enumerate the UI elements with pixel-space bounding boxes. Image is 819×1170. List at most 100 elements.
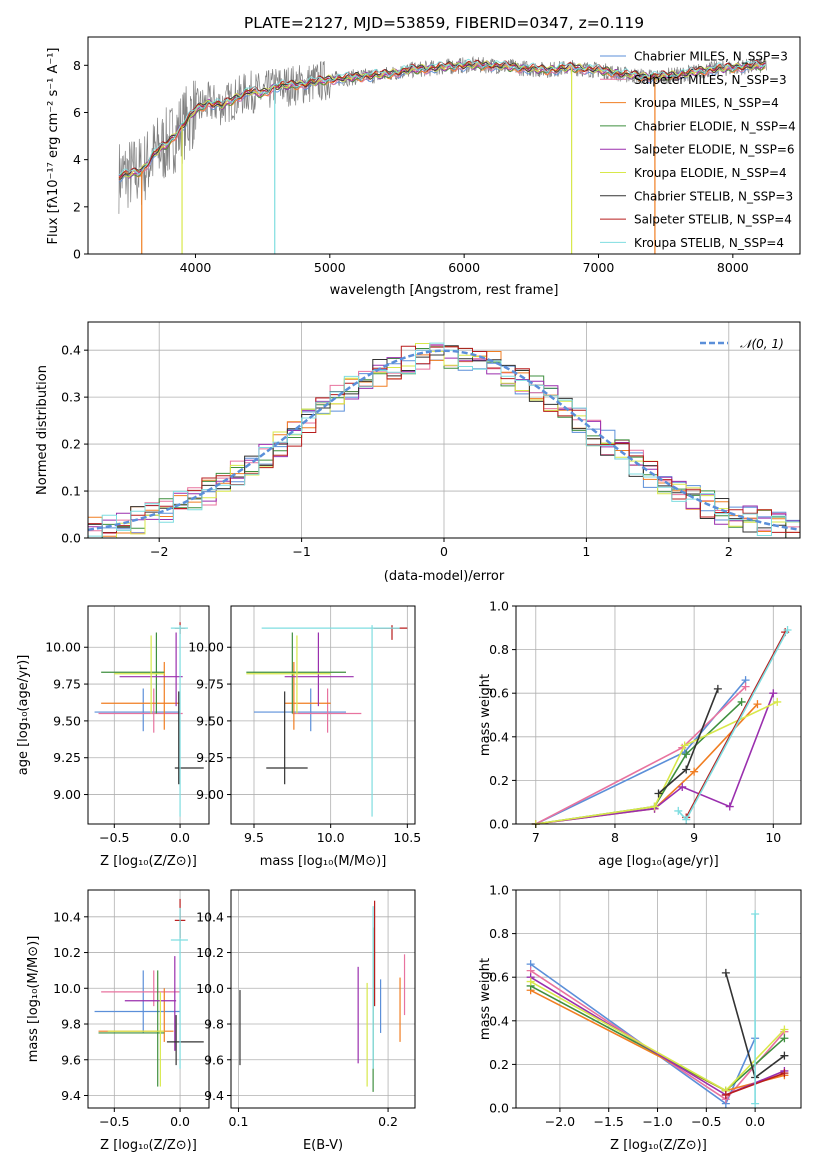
mass-z-ytick-label: 9.6 xyxy=(61,1052,81,1067)
mass-ebv-ytick-label: 10.4 xyxy=(196,909,224,924)
w-z-point-marker xyxy=(780,1034,789,1043)
w-age-point-marker xyxy=(678,782,687,791)
w-z-point-marker xyxy=(780,1051,789,1060)
age-vs-metallicity-panel: −0.5 0.0 9.00 9.25 9.50 9.75 10.00 Z [log₁₀(Z/Z… xyxy=(16,605,210,869)
w-age-point-marker xyxy=(682,750,691,759)
age-z-ticks: −0.5 0.0 9.00 9.25 9.50 9.75 10.00 xyxy=(45,640,190,845)
residuals-ticks: −2 −1 0 1 2 0.0 0.1 0.2 0.3 0.4 xyxy=(61,343,733,559)
residuals-marks xyxy=(87,342,801,539)
w-z-ytick-label: 0.6 xyxy=(489,970,509,985)
w-age-ytick-label: 1.0 xyxy=(489,599,509,614)
age-z-ylabel: age [log₁₀(age/yr)] xyxy=(16,655,31,776)
residuals-xtick-label: 0 xyxy=(440,544,448,559)
w-age-series-line xyxy=(685,631,786,818)
w-z-frame xyxy=(515,889,802,1109)
spectrum-ytick-label: 0 xyxy=(73,247,81,262)
mass-z-ytick-label: 9.8 xyxy=(61,1017,81,1032)
age-mass-xtick-label: 9.5 xyxy=(244,830,264,845)
age-mass-ticks: 9.5 10.0 10.5 9.00 9.25 9.50 9.75 10.00 xyxy=(188,640,421,845)
spectrum-model-line xyxy=(118,61,766,178)
spectrum-xtick-label: 8000 xyxy=(717,260,749,275)
spectrum-title: PLATE=2127, MJD=53859, FIBERID=0347, z=0… xyxy=(244,14,644,32)
mass-ebv-ytick-label: 10.0 xyxy=(196,981,224,996)
w-age-point-marker xyxy=(741,682,750,691)
age-z-marks xyxy=(94,622,204,817)
w-z-series-line xyxy=(530,963,756,1105)
w-z-ytick-label: 1.0 xyxy=(489,883,509,898)
w-age-point-marker xyxy=(682,765,691,774)
w-age-point-marker xyxy=(674,806,683,815)
age-z-xtick-label: −0.5 xyxy=(99,830,129,845)
w-age-point-marker xyxy=(690,767,699,776)
w-z-point-marker xyxy=(780,1069,789,1078)
legend-label: Kroupa ELODIE, N_SSP=4 xyxy=(634,166,787,180)
mass-z-ytick-label: 9.4 xyxy=(61,1088,81,1103)
w-age-xtick-label: 7 xyxy=(532,830,540,845)
legend-label: Kroupa STELIB, N_SSP=4 xyxy=(634,236,784,250)
w-z-xtick-label: −2.0 xyxy=(545,1114,575,1129)
w-age-point-marker xyxy=(783,625,792,634)
residuals-ytick-label: 0.0 xyxy=(61,531,81,546)
w-z-ylabel: mass weight xyxy=(478,958,493,1040)
spectrum-legend: Chabrier MILES, N_SSP=3 Salpeter MILES, N… xyxy=(600,50,796,250)
mass-ebv-xtick-label: 0.2 xyxy=(378,1114,398,1129)
age-mass-ytick-label: 10.00 xyxy=(188,640,224,655)
age-z-xlabel: Z [log₁₀(Z/Z⊙)] xyxy=(100,854,197,869)
gauss-legend-label: 𝒩(0, 1) xyxy=(740,337,784,351)
w-age-xlabel: age [log₁₀(age/yr)] xyxy=(598,854,719,869)
residuals-ytick-label: 0.3 xyxy=(61,390,81,405)
age-mass-xtick-label: 10.5 xyxy=(393,830,421,845)
age-z-xtick-label: 0.0 xyxy=(170,830,190,845)
residuals-ytick-label: 0.4 xyxy=(61,343,81,358)
w-age-series-line xyxy=(535,701,778,825)
age-z-frame xyxy=(87,605,210,825)
w-z-point-marker xyxy=(751,909,760,918)
spectrum-xtick-label: 5000 xyxy=(314,260,346,275)
w-age-point-marker xyxy=(654,789,663,798)
w-age-ytick-label: 0.0 xyxy=(489,817,509,832)
spectrum-frame xyxy=(87,36,801,255)
w-age-ylabel: mass weight xyxy=(478,674,493,756)
spectrum-ytick-label: 2 xyxy=(73,199,81,214)
w-age-xtick-label: 10 xyxy=(765,830,781,845)
w-age-point-marker xyxy=(773,697,782,706)
w-age-point-marker xyxy=(737,697,746,706)
w-z-point-marker xyxy=(721,968,730,977)
mass-vs-metallicity-panel: −0.5 0.0 9.4 9.6 9.8 10.0 10.2 10.4 Z [log₁₀(Z/Z… xyxy=(26,889,210,1153)
age-mass-marks xyxy=(246,625,408,817)
w-z-xlabel: Z [log₁₀(Z/Z⊙)] xyxy=(610,1138,707,1153)
spectrum-xtick-label: 7000 xyxy=(583,260,615,275)
residuals-xtick-label: −2 xyxy=(150,544,168,559)
age-z-ytick-label: 10.00 xyxy=(45,640,81,655)
mass-ebv-ytick-label: 9.8 xyxy=(204,1017,224,1032)
spectrum-model-line xyxy=(118,58,766,176)
age-mass-ytick-label: 9.00 xyxy=(196,787,224,802)
residuals-ytick-label: 0.1 xyxy=(61,484,81,499)
spectrum-panel: PLATE=2127, MJD=53859, FIBERID=0347, z=0… xyxy=(46,14,801,298)
spectrum-model-line xyxy=(118,60,766,179)
mass-z-ylabel: mass [log₁₀(M/M⊙)] xyxy=(26,936,41,1063)
residuals-ytick-label: 0.2 xyxy=(61,437,81,452)
w-z-marks xyxy=(526,909,789,1108)
age-mass-frame xyxy=(230,605,416,825)
age-z-ytick-label: 9.50 xyxy=(53,713,81,728)
spectrum-ytick-label: 6 xyxy=(73,105,81,120)
mass-ebv-grid xyxy=(231,890,415,1108)
residuals-xlabel: (data-model)/error xyxy=(384,569,505,584)
w-age-frame xyxy=(515,605,802,825)
w-z-ticks: −2.0 −1.5 −1.0 −0.5 0.0 0.0 0.2 0.4 0.6 0.8 1.0 xyxy=(489,883,765,1130)
residuals-xtick-label: 2 xyxy=(725,544,733,559)
mass-z-ytick-label: 10.4 xyxy=(53,909,81,924)
spectrum-data-line xyxy=(118,55,767,214)
age-z-ytick-label: 9.25 xyxy=(53,750,81,765)
w-age-ytick-label: 0.2 xyxy=(489,773,509,788)
spectrum-xlabel: wavelength [Angstrom, rest frame] xyxy=(330,283,559,298)
w-age-xtick-label: 9 xyxy=(690,830,698,845)
mass-ebv-ytick-label: 9.6 xyxy=(204,1052,224,1067)
spectrum-xtick-label: 4000 xyxy=(180,260,212,275)
w-z-point-marker xyxy=(721,1090,730,1099)
spectrum-ylabel: Flux [fλ10⁻¹⁷ erg cm⁻² s⁻¹ A⁻¹] xyxy=(46,48,61,245)
w-age-series-line xyxy=(535,686,747,825)
mass-z-marks xyxy=(94,898,204,1087)
